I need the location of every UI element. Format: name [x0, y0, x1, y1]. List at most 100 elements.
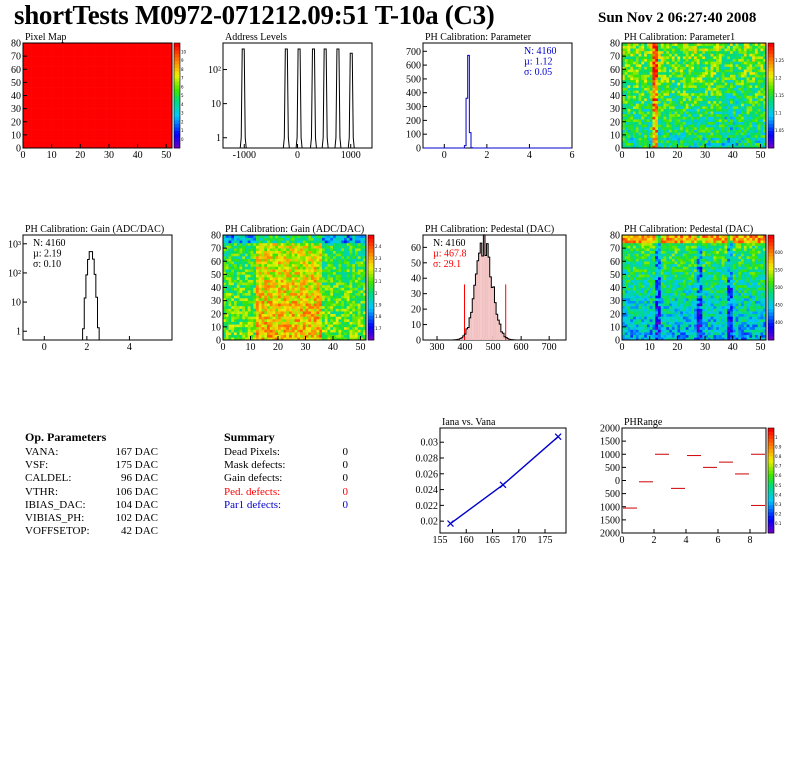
- heatmap-cell: [752, 134, 756, 138]
- heatmap-cell: [71, 69, 75, 73]
- heatmap-cell: [123, 103, 127, 107]
- heatmap-cell: [157, 48, 161, 52]
- heatmap-cell: [760, 100, 764, 104]
- heatmap-cell: [57, 121, 61, 125]
- heatmap-cell: [48, 66, 52, 70]
- colorbar-cell: [768, 120, 774, 124]
- heatmap-cell: [169, 43, 173, 46]
- heatmap-cell: [65, 124, 70, 128]
- heatmap-cell: [94, 53, 98, 57]
- heatmap-cell: [225, 269, 229, 273]
- heatmap-cell: [54, 64, 58, 67]
- heatmap-cell: [234, 253, 238, 257]
- heatmap-cell: [157, 90, 161, 94]
- heatmap-cell: [627, 132, 631, 136]
- heatmap-cell: [646, 129, 650, 133]
- heatmap-cell: [57, 69, 61, 73]
- heatmap-cell: [752, 100, 756, 104]
- colorbar-cell: [768, 113, 774, 117]
- heatmap-cell: [154, 82, 158, 86]
- heatmap-cell: [666, 134, 670, 138]
- heatmap-cell: [696, 124, 700, 128]
- heatmap-cell: [225, 303, 229, 307]
- heatmap-cell: [45, 95, 50, 99]
- heatmap-cell: [63, 43, 67, 46]
- heatmap-cell: [57, 124, 61, 128]
- heatmap-cell: [674, 45, 678, 49]
- heatmap-cell: [88, 124, 93, 128]
- heatmap-cell: [649, 74, 653, 78]
- heatmap-cell: [74, 43, 78, 46]
- heatmap-cell: [88, 53, 93, 57]
- heatmap-cell: [25, 129, 30, 133]
- heatmap-cell: [669, 132, 673, 136]
- colorbar-cell: [174, 116, 180, 121]
- heatmap-cell: [630, 92, 634, 96]
- heatmap-cell: [630, 116, 634, 120]
- heatmap-cell: [264, 319, 268, 322]
- colorbar-label: 1.1: [775, 111, 782, 116]
- heatmap-cell: [671, 50, 675, 54]
- heatmap-cell: [644, 74, 648, 78]
- heatmap-cell: [103, 124, 107, 128]
- heatmap-cell: [228, 274, 232, 278]
- heatmap-cell: [649, 127, 653, 130]
- heatmap-cell: [126, 77, 130, 81]
- heatmap-cell: [108, 129, 113, 133]
- heatmap-cell: [705, 100, 709, 104]
- heatmap-cell: [622, 95, 626, 99]
- heatmap-cell: [724, 53, 728, 57]
- heatmap-cell: [253, 269, 257, 273]
- heatmap-cell: [671, 43, 675, 46]
- heatmap-cell: [231, 316, 235, 320]
- heatmap-cell: [644, 140, 648, 144]
- heatmap-cell: [51, 106, 55, 109]
- heatmap-cell: [43, 108, 47, 112]
- heatmap-cell: [646, 113, 650, 117]
- heatmap-cell: [225, 284, 229, 288]
- y-tick-label: 10: [11, 130, 21, 141]
- heatmap-cell: [655, 142, 659, 146]
- heatmap-cell: [743, 106, 747, 109]
- heatmap-cell: [760, 82, 764, 86]
- heatmap-cell: [111, 90, 115, 94]
- heatmap-cell: [71, 129, 75, 133]
- heatmap-cell: [111, 106, 115, 109]
- heatmap-cell: [646, 137, 650, 141]
- heatmap-cell: [74, 95, 78, 99]
- heatmap-cell: [663, 129, 667, 133]
- heatmap-cell: [117, 92, 121, 96]
- heatmap-cell: [644, 129, 648, 133]
- heatmap-cell: [65, 71, 70, 75]
- heatmap-cell: [658, 124, 662, 128]
- heatmap-cell: [51, 95, 55, 99]
- heatmap-cell: [137, 69, 141, 73]
- heatmap-cell: [86, 145, 90, 149]
- heatmap-cell: [713, 50, 717, 54]
- heatmap-cell: [696, 74, 700, 78]
- heatmap-cell: [129, 61, 133, 65]
- heatmap-cell: [258, 295, 262, 299]
- heatmap-cell: [752, 87, 756, 91]
- heatmap-cell: [633, 61, 637, 65]
- heatmap-cell: [743, 140, 747, 144]
- heatmap-cell: [43, 56, 47, 60]
- heatmap-cell: [166, 137, 170, 141]
- heatmap-cell: [666, 45, 670, 49]
- heatmap-cell: [699, 116, 703, 120]
- heatmap-cell: [680, 129, 684, 133]
- heatmap-cell: [34, 111, 38, 115]
- heatmap-cell: [236, 324, 240, 328]
- heatmap-cell: [732, 140, 736, 144]
- heatmap-cell: [677, 140, 681, 144]
- colorbar-cell: [768, 43, 774, 47]
- heatmap-cell: [114, 58, 118, 62]
- heatmap-cell: [644, 142, 648, 146]
- heatmap-cell: [129, 116, 133, 120]
- heatmap-cell: [743, 108, 747, 112]
- heatmap-cell: [239, 334, 243, 338]
- heatmap-cell: [746, 74, 750, 78]
- heatmap-cell: [86, 137, 90, 141]
- heatmap-cell: [757, 100, 761, 104]
- heatmap-cell: [658, 71, 662, 75]
